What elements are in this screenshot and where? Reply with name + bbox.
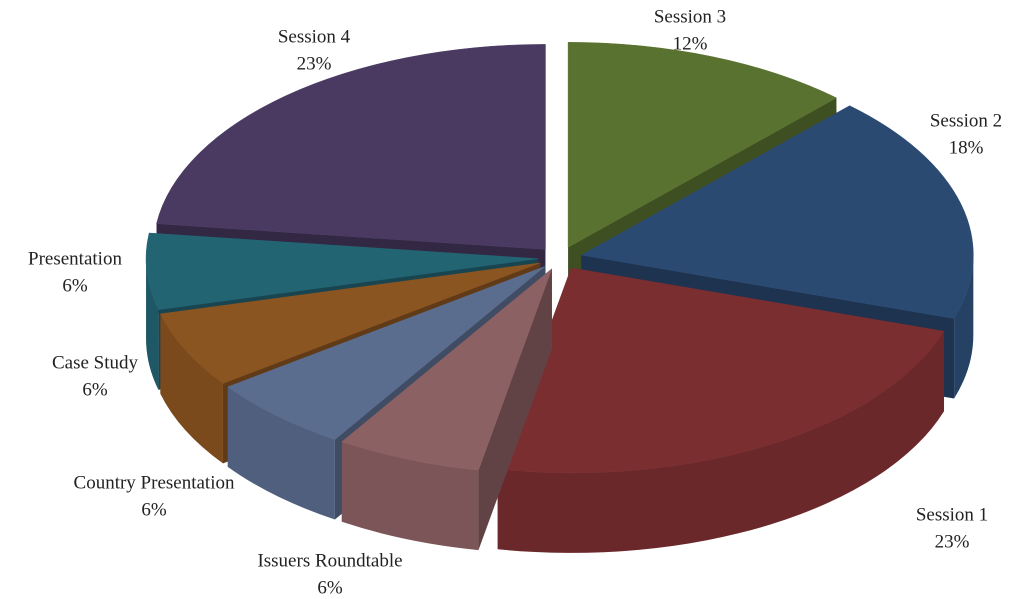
slice-top xyxy=(580,105,974,319)
slice-shade xyxy=(160,313,223,464)
slice-value-label: 6% xyxy=(82,379,108,400)
slice-top xyxy=(227,266,546,440)
slice-top xyxy=(160,262,541,384)
slice-side xyxy=(146,258,159,390)
slice-shade xyxy=(341,441,479,551)
slice-value-label: 12% xyxy=(673,33,708,54)
slice-value-label: 6% xyxy=(317,577,343,598)
slice-value-label: 23% xyxy=(297,53,332,74)
slice-side xyxy=(227,386,335,520)
slice-label: Session 3 xyxy=(654,6,726,27)
slice-side xyxy=(497,331,945,553)
slice-label: Session 4 xyxy=(278,26,351,47)
slice-value-label: 6% xyxy=(141,499,167,520)
slice-label: Session 2 xyxy=(930,110,1002,131)
slice-shade xyxy=(954,255,974,399)
slice xyxy=(341,267,553,551)
slice-label: Issuers Roundtable xyxy=(257,550,402,571)
slice-label: Presentation xyxy=(28,248,122,269)
slice xyxy=(497,267,945,553)
slice-top xyxy=(145,232,539,310)
slice-side xyxy=(341,441,479,551)
slice-top xyxy=(341,267,553,471)
slice-value-label: 18% xyxy=(949,137,984,158)
slice-top xyxy=(567,42,837,248)
slice-top xyxy=(156,44,546,250)
slice-top xyxy=(497,267,945,474)
slice-value-label: 6% xyxy=(62,275,88,296)
slice-label: Session 1 xyxy=(916,504,988,525)
slice-shade xyxy=(497,331,945,553)
slice-label: Country Presentation xyxy=(74,472,235,493)
slice-value-label: 23% xyxy=(935,531,970,552)
slice-shade xyxy=(146,258,159,390)
slice-side xyxy=(954,255,974,399)
slice-label: Case Study xyxy=(52,352,139,373)
slice-shade xyxy=(227,386,335,520)
slice-side xyxy=(160,313,223,464)
